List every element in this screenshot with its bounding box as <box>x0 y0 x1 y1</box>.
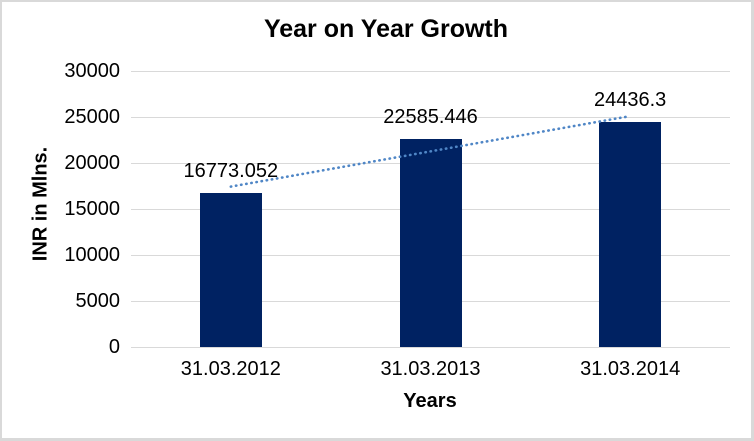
bar <box>599 122 662 347</box>
gridline <box>131 70 730 72</box>
y-axis-tick-label: 5000 <box>75 290 121 312</box>
y-axis-tick-label: 20000 <box>64 152 120 174</box>
y-axis-tick-label: 0 <box>108 336 120 358</box>
y-axis-tick-label: 10000 <box>64 244 120 266</box>
chart-title: Year on Year Growth <box>263 15 509 43</box>
x-axis-title: Years <box>403 390 457 412</box>
bar <box>199 192 262 347</box>
data-label: 24436.3 <box>594 89 667 112</box>
y-axis-tick-label: 25000 <box>64 106 120 128</box>
x-axis-tick-label: 31.03.2014 <box>580 358 681 380</box>
bar <box>399 139 462 347</box>
x-axis-tick-label: 31.03.2013 <box>380 358 481 380</box>
data-label: 22585.446 <box>383 106 478 129</box>
data-label: 16773.052 <box>183 159 279 182</box>
x-axis-tick-label: 31.03.2012 <box>180 358 281 380</box>
y-axis-tick-label: 30000 <box>64 60 120 82</box>
gridline <box>131 346 730 348</box>
y-axis-tick-label: 15000 <box>64 198 120 220</box>
